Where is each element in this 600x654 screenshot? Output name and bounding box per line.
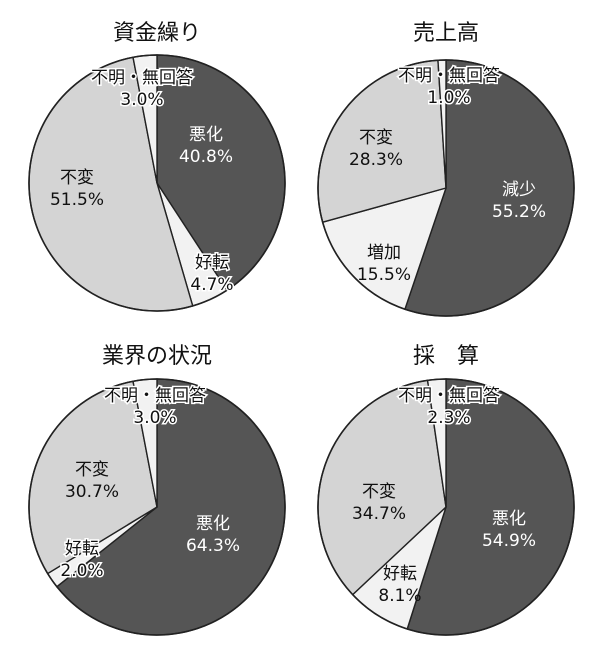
slice-category: 好転 (195, 253, 229, 273)
slice-label-unchanged: 不変 34.7% (352, 482, 406, 524)
slice-percent: 64.3% (186, 536, 240, 556)
slice-percent: 3.0% (120, 90, 163, 110)
slice-percent: 55.2% (492, 202, 546, 222)
slice-percent: 1.0% (427, 88, 470, 108)
slice-category: 不変 (60, 168, 94, 188)
slice-percent: 4.7% (190, 275, 233, 295)
slice-percent: 51.5% (50, 190, 104, 210)
chart-title: 売上高 (413, 21, 479, 46)
slice-category: 悪化 (492, 509, 526, 529)
slice-percent: 15.5% (357, 265, 411, 285)
slice-label-unchanged: 不変 28.3% (349, 128, 403, 170)
slice-category: 不変 (362, 482, 396, 502)
slice-label-unknown: 不明・無回答 2.3% (398, 386, 500, 428)
slice-percent: 8.1% (378, 586, 421, 606)
slice-category: 好転 (383, 564, 417, 584)
pie-chart-4: 採 算悪化 54.9% 好転 8.1% 不変 34.7% 不明・無回答 2.3% (317, 344, 575, 636)
slice-percent: 2.0% (60, 561, 103, 581)
slice-label-improved: 好転 2.0% (60, 539, 103, 581)
slice-label-improved: 好転 8.1% (378, 564, 421, 606)
pie-outline (28, 378, 286, 636)
slice-label-unchanged: 不変 51.5% (50, 168, 104, 210)
chart-title: 採 算 (413, 344, 479, 369)
slice-percent: 2.3% (427, 408, 470, 428)
slice-category: 不明・無回答 (398, 386, 500, 406)
slice-percent: 34.7% (352, 504, 406, 524)
slice-label-decreased: 減少 55.2% (492, 180, 546, 222)
slice-category: 不明・無回答 (398, 66, 500, 86)
slice-label-worsened: 悪化 64.3% (186, 514, 240, 556)
slice-category: 増加 (367, 243, 401, 263)
slice-category: 好転 (65, 539, 99, 559)
slice-category: 減少 (502, 180, 536, 200)
slice-label-improved: 好転 4.7% (190, 253, 233, 295)
pie-outline (28, 54, 286, 312)
slice-percent: 3.0% (133, 408, 176, 428)
slice-category: 不明・無回答 (104, 386, 206, 406)
slice-label-unchanged: 不変 30.7% (65, 460, 119, 502)
pie-outline (317, 59, 575, 317)
chart-title: 資金繰り (113, 21, 201, 46)
slice-category: 悪化 (196, 514, 230, 534)
slice-label-unknown: 不明・無回答 3.0% (91, 68, 193, 110)
chart-title: 業界の状況 (102, 344, 212, 369)
slice-label-unknown: 不明・無回答 3.0% (104, 386, 206, 428)
slice-category: 不変 (359, 128, 393, 148)
slice-percent: 28.3% (349, 150, 403, 170)
pie-outline (317, 378, 575, 636)
slice-label-unknown: 不明・無回答 1.0% (398, 66, 500, 108)
slice-label-worsened: 悪化 54.9% (482, 509, 536, 551)
slice-category: 悪化 (189, 125, 223, 145)
slice-category: 不明・無回答 (91, 68, 193, 88)
slice-percent: 40.8% (179, 147, 233, 167)
slice-percent: 54.9% (482, 531, 536, 551)
slice-percent: 30.7% (65, 482, 119, 502)
slice-label-worsened: 悪化 40.8% (179, 125, 233, 167)
slice-label-increased: 増加 15.5% (357, 243, 411, 285)
slice-category: 不変 (75, 460, 109, 480)
